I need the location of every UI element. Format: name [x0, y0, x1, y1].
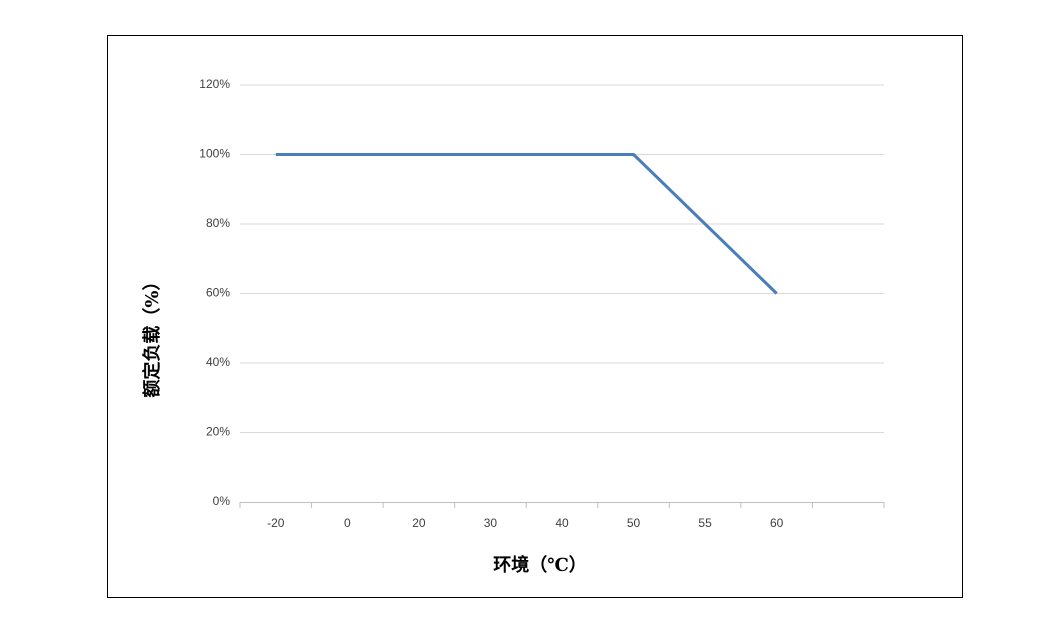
x-tick-label: 30	[484, 516, 498, 530]
x-tick-label: 60	[770, 516, 784, 530]
x-axis-title: 环境（℃）	[493, 554, 587, 576]
x-tick-label: -20	[267, 516, 285, 530]
y-axis-title: 额定负载（%）	[141, 272, 163, 397]
x-tick-label: 55	[698, 516, 712, 530]
y-tick-label: 40%	[206, 355, 230, 369]
y-tick-label: 0%	[213, 494, 231, 508]
y-tick-label: 100%	[199, 147, 230, 161]
y-tick-label: 20%	[206, 425, 230, 439]
y-tick-label: 120%	[199, 77, 230, 91]
x-tick-label: 20	[412, 516, 426, 530]
x-tick-label: 0	[344, 516, 351, 530]
y-tick-label: 60%	[206, 286, 230, 300]
data-line	[275, 153, 778, 295]
y-tick-label: 80%	[206, 216, 230, 230]
x-tick-label: 40	[555, 516, 569, 530]
x-tick-label: 50	[627, 516, 641, 530]
chart-frame	[107, 35, 963, 598]
